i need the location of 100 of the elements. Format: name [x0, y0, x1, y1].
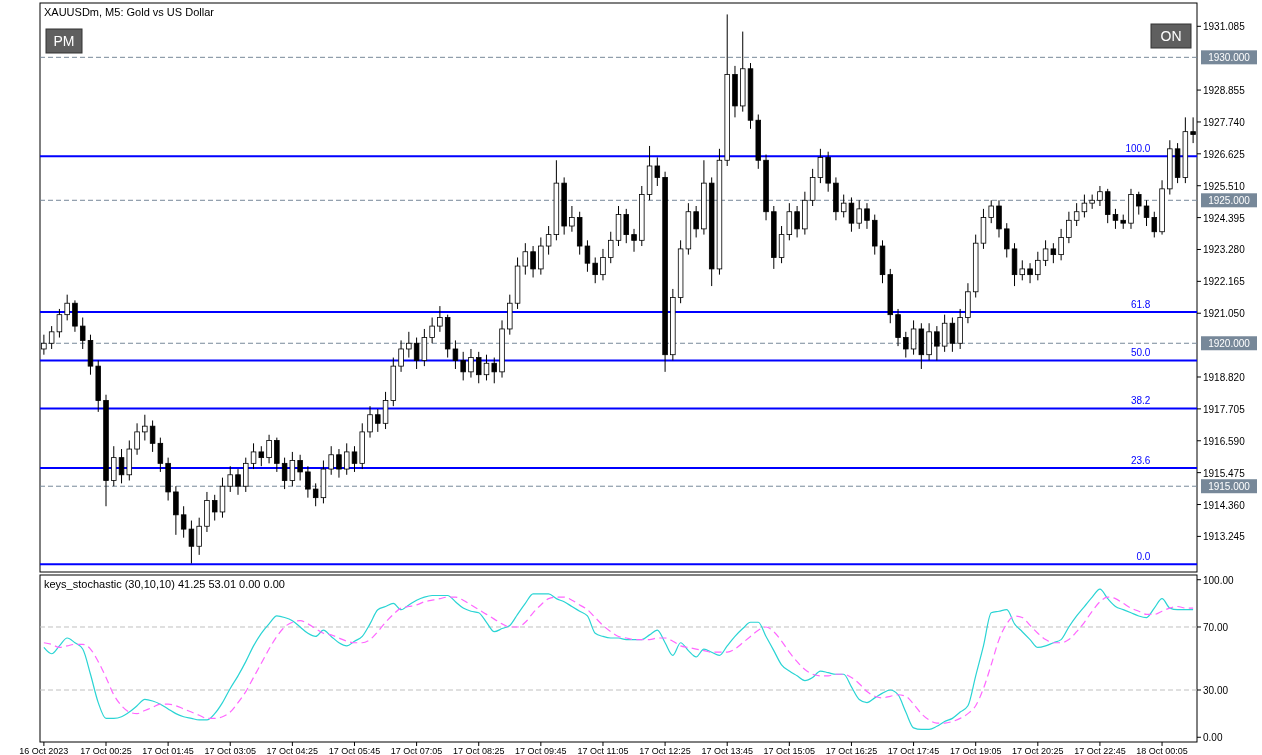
candlestick [569, 205, 575, 233]
candlestick [343, 442, 350, 476]
candlestick [142, 414, 148, 441]
annotation: 23.6 [1130, 454, 1151, 466]
annotation: PM [53, 33, 75, 49]
candlestick [274, 437, 280, 473]
x-tick-label: 17 Oct 22:45 [1074, 746, 1126, 755]
candlestick [592, 256, 598, 284]
x-tick-label: 16 Oct 2023 [19, 746, 69, 755]
y-tick-label: 1918.820 [1203, 372, 1246, 383]
y-tick-label: 1924.395 [1203, 212, 1246, 224]
annotation: 100.0 [1125, 143, 1151, 155]
candlestick [794, 205, 800, 238]
candlestick [483, 354, 490, 381]
candlestick [64, 294, 70, 321]
annotation: 61.8 [1130, 299, 1151, 311]
button: PM [45, 28, 83, 54]
candlestick [864, 202, 870, 230]
candlestick [903, 331, 909, 359]
chart-title: XAUUSDm, M5: Gold vs US Dollar [44, 6, 215, 18]
annotation: ON [1160, 28, 1182, 44]
candlestick [895, 308, 901, 347]
x-tick-label: 17 Oct 20:25 [1012, 746, 1064, 755]
x-tick-label: 18 Oct 00:05 [1136, 746, 1188, 755]
x-tick-label: 17 Oct 12:25 [639, 746, 691, 755]
ref-line-label: 1930.000 [1208, 52, 1251, 64]
candlestick [538, 236, 544, 276]
x-tick-label: 17 Oct 17:45 [887, 746, 940, 755]
candlestick [297, 454, 303, 481]
candlestick [468, 348, 474, 379]
candlestick [1136, 191, 1142, 216]
candlestick [1004, 222, 1010, 258]
candlestick [328, 445, 334, 476]
x-tick-label: 17 Oct 07:05 [390, 746, 443, 755]
annotation: 0.0 [1136, 551, 1151, 563]
candlestick [243, 457, 249, 493]
candlestick [375, 408, 381, 433]
y-tick-label: 1917.705 [1203, 403, 1246, 415]
candlestick [608, 231, 614, 264]
y-tick-label: 0.00 [1203, 732, 1223, 744]
y-tick-label: 70.00 [1203, 621, 1229, 633]
y-tick-label: 100.00 [1203, 574, 1235, 586]
candlestick [926, 322, 932, 361]
candlestick [600, 248, 606, 281]
candlestick [367, 405, 373, 439]
y-tick-label: 1921.050 [1203, 308, 1246, 320]
candlestick [173, 485, 179, 536]
candlestick [623, 208, 629, 244]
candlestick [530, 245, 536, 278]
candlestick [1097, 185, 1103, 207]
candlestick [996, 199, 1002, 238]
candlestick [693, 205, 699, 238]
x-tick-label: 17 Oct 09:45 [515, 746, 567, 755]
candlestick [196, 517, 202, 556]
candlestick [491, 357, 497, 384]
candlestick [988, 199, 994, 224]
y-tick-label: 1925.510 [1203, 180, 1246, 192]
candlestick [856, 199, 862, 230]
y-tick-label: 1916.590 [1203, 435, 1246, 447]
x-tick-label: 17 Oct 00:25 [80, 746, 132, 755]
candlestick [227, 465, 233, 493]
y-tick-label: 1926.625 [1203, 148, 1246, 160]
annotation: 38.2 [1130, 395, 1151, 407]
chart-title: keys_stochastic (30,10,10) 41.25 53.01 0.00 0.00 [44, 578, 285, 590]
y-tick-label: 1923.280 [1203, 244, 1246, 256]
candlestick [351, 445, 358, 473]
candlestick [1058, 228, 1064, 261]
candlestick [336, 448, 342, 479]
x-tick-label: 17 Oct 03:05 [204, 746, 257, 755]
x-tick-label: 17 Oct 08:25 [452, 746, 505, 755]
x-tick-label: 17 Oct 05:45 [328, 746, 381, 755]
candlestick [211, 494, 218, 522]
x-tick-label: 17 Oct 01:45 [142, 746, 194, 755]
candlestick [1019, 259, 1026, 281]
x-tick-label: 17 Oct 11:05 [577, 746, 629, 755]
candlestick [1027, 262, 1033, 284]
y-tick-label: 1928.855 [1203, 85, 1246, 97]
candlestick [437, 305, 443, 333]
candlestick [1066, 211, 1072, 244]
candlestick [631, 228, 637, 253]
candlestick [460, 351, 466, 381]
candlestick [476, 351, 482, 384]
x-tick-label: 17 Oct 15:05 [763, 746, 816, 755]
candlestick [134, 422, 140, 456]
candlestick [266, 434, 272, 464]
candlestick [305, 465, 311, 499]
candlestick [429, 317, 435, 344]
candlestick [406, 331, 412, 359]
candlestick [934, 325, 940, 361]
candlestick [72, 299, 78, 333]
ref-line-label: 1920.000 [1208, 338, 1251, 350]
ref-line-label: 1915.000 [1208, 481, 1251, 493]
y-tick-label: 1914.360 [1203, 499, 1246, 511]
x-tick-label: 17 Oct 13:45 [701, 746, 753, 755]
y-tick-label: 30.00 [1203, 685, 1229, 697]
annotation: 50.0 [1130, 347, 1151, 359]
button: ON [1150, 23, 1192, 49]
y-tick-label: 1913.245 [1203, 531, 1246, 543]
ref-line-label: 1925.000 [1208, 195, 1251, 207]
y-tick-label: 1915.475 [1203, 467, 1246, 479]
